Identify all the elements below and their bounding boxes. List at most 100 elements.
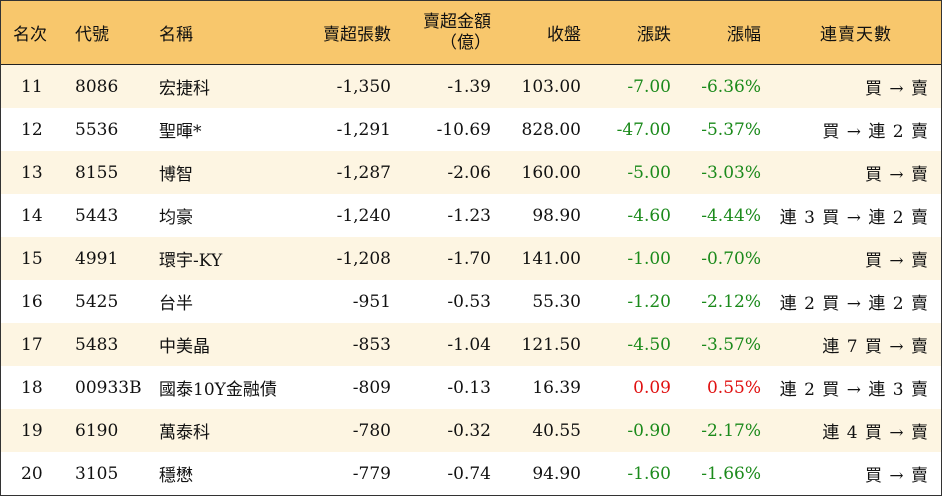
net-sell-lots-cell: -1,208 [336, 248, 391, 269]
table-row[interactable]: 12 5536 聖暉* -1,291 -10.69 828.00 -47.00 -5.37% 買… [1, 108, 941, 151]
header-net-sell-amount-unit: （億） [440, 32, 491, 53]
close-cell: 40.55 [532, 420, 581, 441]
header-code[interactable]: 代號 [75, 25, 109, 45]
header-name[interactable]: 名稱 [159, 25, 193, 45]
rank-cell: 18 [21, 377, 43, 398]
header-streak[interactable]: 連賣天數 [820, 25, 892, 45]
net-sell-lots-cell: -1,350 [336, 76, 391, 97]
header-net-sell-amount[interactable]: 賣超金額 （億） [391, 1, 491, 64]
rank-cell: 11 [21, 76, 43, 97]
code-cell: 8155 [75, 162, 119, 183]
change-cell: -1.20 [627, 291, 671, 312]
table-row[interactable]: 11 8086 宏捷科 -1,350 -1.39 103.00 -7.00 -6.36% 買 →… [1, 65, 941, 108]
net-sell-amount-cell: -0.74 [447, 463, 491, 484]
code-cell: 6190 [75, 420, 119, 441]
net-sell-lots-cell: -1,240 [336, 205, 391, 226]
streak-cell: 連 7 買 → 賣 [822, 337, 929, 357]
rank-cell: 12 [21, 119, 43, 140]
rank-cell: 19 [21, 420, 43, 441]
change-pct-cell: -5.37% [701, 119, 761, 140]
net-sell-lots-cell: -809 [352, 377, 391, 398]
name-cell: 萬泰科 [159, 423, 210, 443]
table-row[interactable]: 15 4991 環宇-KY -1,208 -1.70 141.00 -1.00 -0.70% 買… [1, 237, 941, 280]
header-net-sell-amount-label: 賣超金額 [423, 11, 491, 32]
table-row[interactable]: 13 8155 博智 -1,287 -2.06 160.00 -5.00 -3.03% 買 → … [1, 151, 941, 194]
change-cell: -47.00 [616, 119, 671, 140]
change-pct-cell: -6.36% [701, 76, 761, 97]
change-cell: -1.00 [627, 248, 671, 269]
table-row[interactable]: 18 00933B 國泰10Y金融債 -809 -0.13 16.39 0.09 0.55% 連… [1, 366, 941, 409]
name-cell: 中美晶 [159, 337, 210, 357]
rank-cell: 14 [21, 205, 43, 226]
streak-cell: 買 → 賣 [864, 466, 929, 486]
code-cell: 5536 [75, 119, 119, 140]
net-sell-amount-cell: -1.23 [447, 205, 491, 226]
table-row[interactable]: 14 5443 均豪 -1,240 -1.23 98.90 -4.60 -4.44% 連 3 買… [1, 194, 941, 237]
net-sell-lots-cell: -853 [352, 334, 391, 355]
net-sell-lots-cell: -951 [352, 291, 391, 312]
table-row[interactable]: 19 6190 萬泰科 -780 -0.32 40.55 -0.90 -2.17% 連 4 買 … [1, 409, 941, 452]
name-cell: 國泰10Y金融債 [159, 380, 277, 400]
net-sell-amount-cell: -10.69 [436, 119, 491, 140]
net-sell-lots-cell: -779 [352, 463, 391, 484]
header-change-pct[interactable]: 漲幅 [727, 25, 761, 45]
code-cell: 3105 [75, 463, 119, 484]
net-sell-lots-cell: -1,291 [336, 119, 391, 140]
close-cell: 121.50 [521, 334, 581, 355]
change-cell: -7.00 [627, 76, 671, 97]
net-sell-amount-cell: -1.70 [447, 248, 491, 269]
streak-cell: 買 → 賣 [864, 165, 929, 185]
streak-cell: 連 3 買 → 連 2 賣 [779, 208, 929, 228]
name-cell: 宏捷科 [159, 79, 210, 99]
change-cell: -4.60 [627, 205, 671, 226]
rank-cell: 13 [21, 162, 43, 183]
code-cell: 5483 [75, 334, 119, 355]
change-pct-cell: -2.12% [701, 291, 761, 312]
header-net-sell-lots[interactable]: 賣超張數 [323, 25, 391, 45]
change-pct-cell: -3.03% [701, 162, 761, 183]
header-rank[interactable]: 名次 [13, 25, 47, 45]
close-cell: 141.00 [521, 248, 581, 269]
rank-cell: 17 [21, 334, 43, 355]
change-cell: -5.00 [627, 162, 671, 183]
change-pct-cell: -3.57% [701, 334, 761, 355]
change-pct-cell: -0.70% [701, 248, 761, 269]
change-cell: -4.50 [627, 334, 671, 355]
name-cell: 穩懋 [159, 466, 193, 486]
net-sell-amount-cell: -0.32 [447, 420, 491, 441]
table-row[interactable]: 17 5483 中美晶 -853 -1.04 121.50 -4.50 -3.57% 連 7 買… [1, 323, 941, 366]
change-pct-cell: -2.17% [701, 420, 761, 441]
net-sell-amount-cell: -0.13 [447, 377, 491, 398]
rank-cell: 20 [21, 463, 43, 484]
streak-cell: 買 → 賣 [864, 251, 929, 271]
change-pct-cell: 0.55% [706, 377, 761, 398]
header-close[interactable]: 收盤 [547, 25, 581, 45]
header-change[interactable]: 漲跌 [637, 25, 671, 45]
net-sell-lots-cell: -780 [352, 420, 391, 441]
code-cell: 00933B [75, 377, 142, 398]
name-cell: 台半 [159, 294, 193, 314]
streak-cell: 連 2 買 → 連 2 賣 [779, 294, 929, 314]
close-cell: 828.00 [521, 119, 581, 140]
net-sell-lots-cell: -1,287 [336, 162, 391, 183]
net-sell-amount-cell: -0.53 [447, 291, 491, 312]
change-cell: 0.09 [633, 377, 671, 398]
table-row[interactable]: 16 5425 台半 -951 -0.53 55.30 -1.20 -2.12% 連 2 買 →… [1, 280, 941, 323]
close-cell: 160.00 [521, 162, 581, 183]
table-row[interactable]: 20 3105 穩懋 -779 -0.74 94.90 -1.60 -1.66% 買 → 賣 [1, 452, 941, 495]
streak-cell: 連 2 買 → 連 3 賣 [779, 380, 929, 400]
name-cell: 博智 [159, 165, 193, 185]
close-cell: 98.90 [532, 205, 581, 226]
net-sell-amount-cell: -2.06 [447, 162, 491, 183]
streak-cell: 買 → 連 2 賣 [822, 122, 929, 142]
code-cell: 8086 [75, 76, 119, 97]
close-cell: 94.90 [532, 463, 581, 484]
change-cell: -0.90 [627, 420, 671, 441]
rank-cell: 16 [21, 291, 43, 312]
table-header: 名次 代號 名稱 賣超張數 賣超金額 （億） 收盤 漲跌 漲幅 連賣天數 [1, 1, 941, 66]
close-cell: 16.39 [532, 377, 581, 398]
net-sell-amount-cell: -1.39 [447, 76, 491, 97]
name-cell: 聖暉* [159, 122, 202, 142]
net-sell-amount-cell: -1.04 [447, 334, 491, 355]
change-cell: -1.60 [627, 463, 671, 484]
